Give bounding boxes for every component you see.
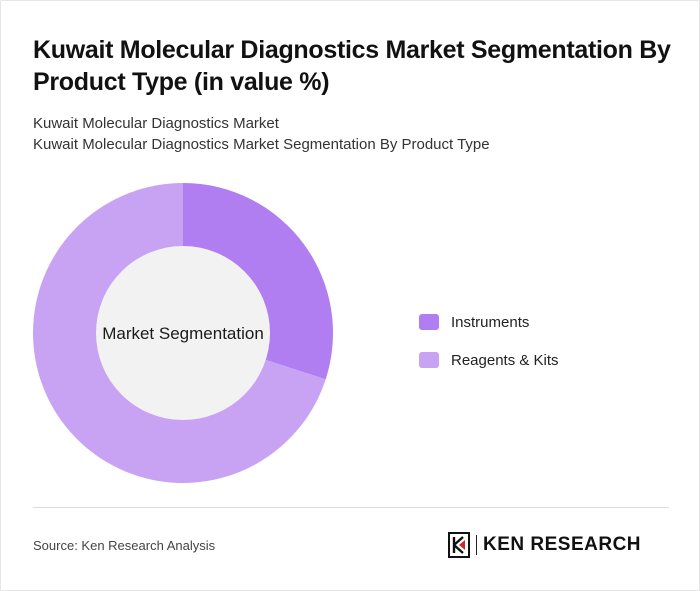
logo-separator [476, 535, 477, 555]
logo-text: KEN RESEARCH [483, 534, 642, 555]
legend-swatch-instruments [419, 314, 439, 330]
footer-divider [33, 507, 669, 508]
ken-research-logo-icon [448, 532, 470, 558]
chart-subtitle-segmentation: Kuwait Molecular Diagnostics Market Segm… [33, 136, 490, 153]
legend-label-instruments: Instruments [451, 313, 530, 331]
legend-swatch-reagents-kits [419, 352, 439, 368]
donut-hole [96, 246, 270, 420]
chart-subtitle-market: Kuwait Molecular Diagnostics Market [33, 115, 279, 132]
ken-research-logo: KEN RESEARCH [448, 531, 641, 559]
chart-title: Kuwait Molecular Diagnostics Market Segm… [33, 36, 671, 96]
legend-item-reagents-kits[interactable]: Reagents & Kits [419, 341, 559, 379]
source-note: Source: Ken Research Analysis [33, 538, 216, 553]
donut-chart: Market Segmentation [32, 183, 333, 483]
chart-legend: Instruments Reagents & Kits [419, 303, 559, 379]
legend-label-reagents-kits: Reagents & Kits [451, 351, 559, 369]
donut-center-label: Market Segmentation [102, 324, 264, 343]
legend-item-instruments[interactable]: Instruments [419, 303, 559, 341]
